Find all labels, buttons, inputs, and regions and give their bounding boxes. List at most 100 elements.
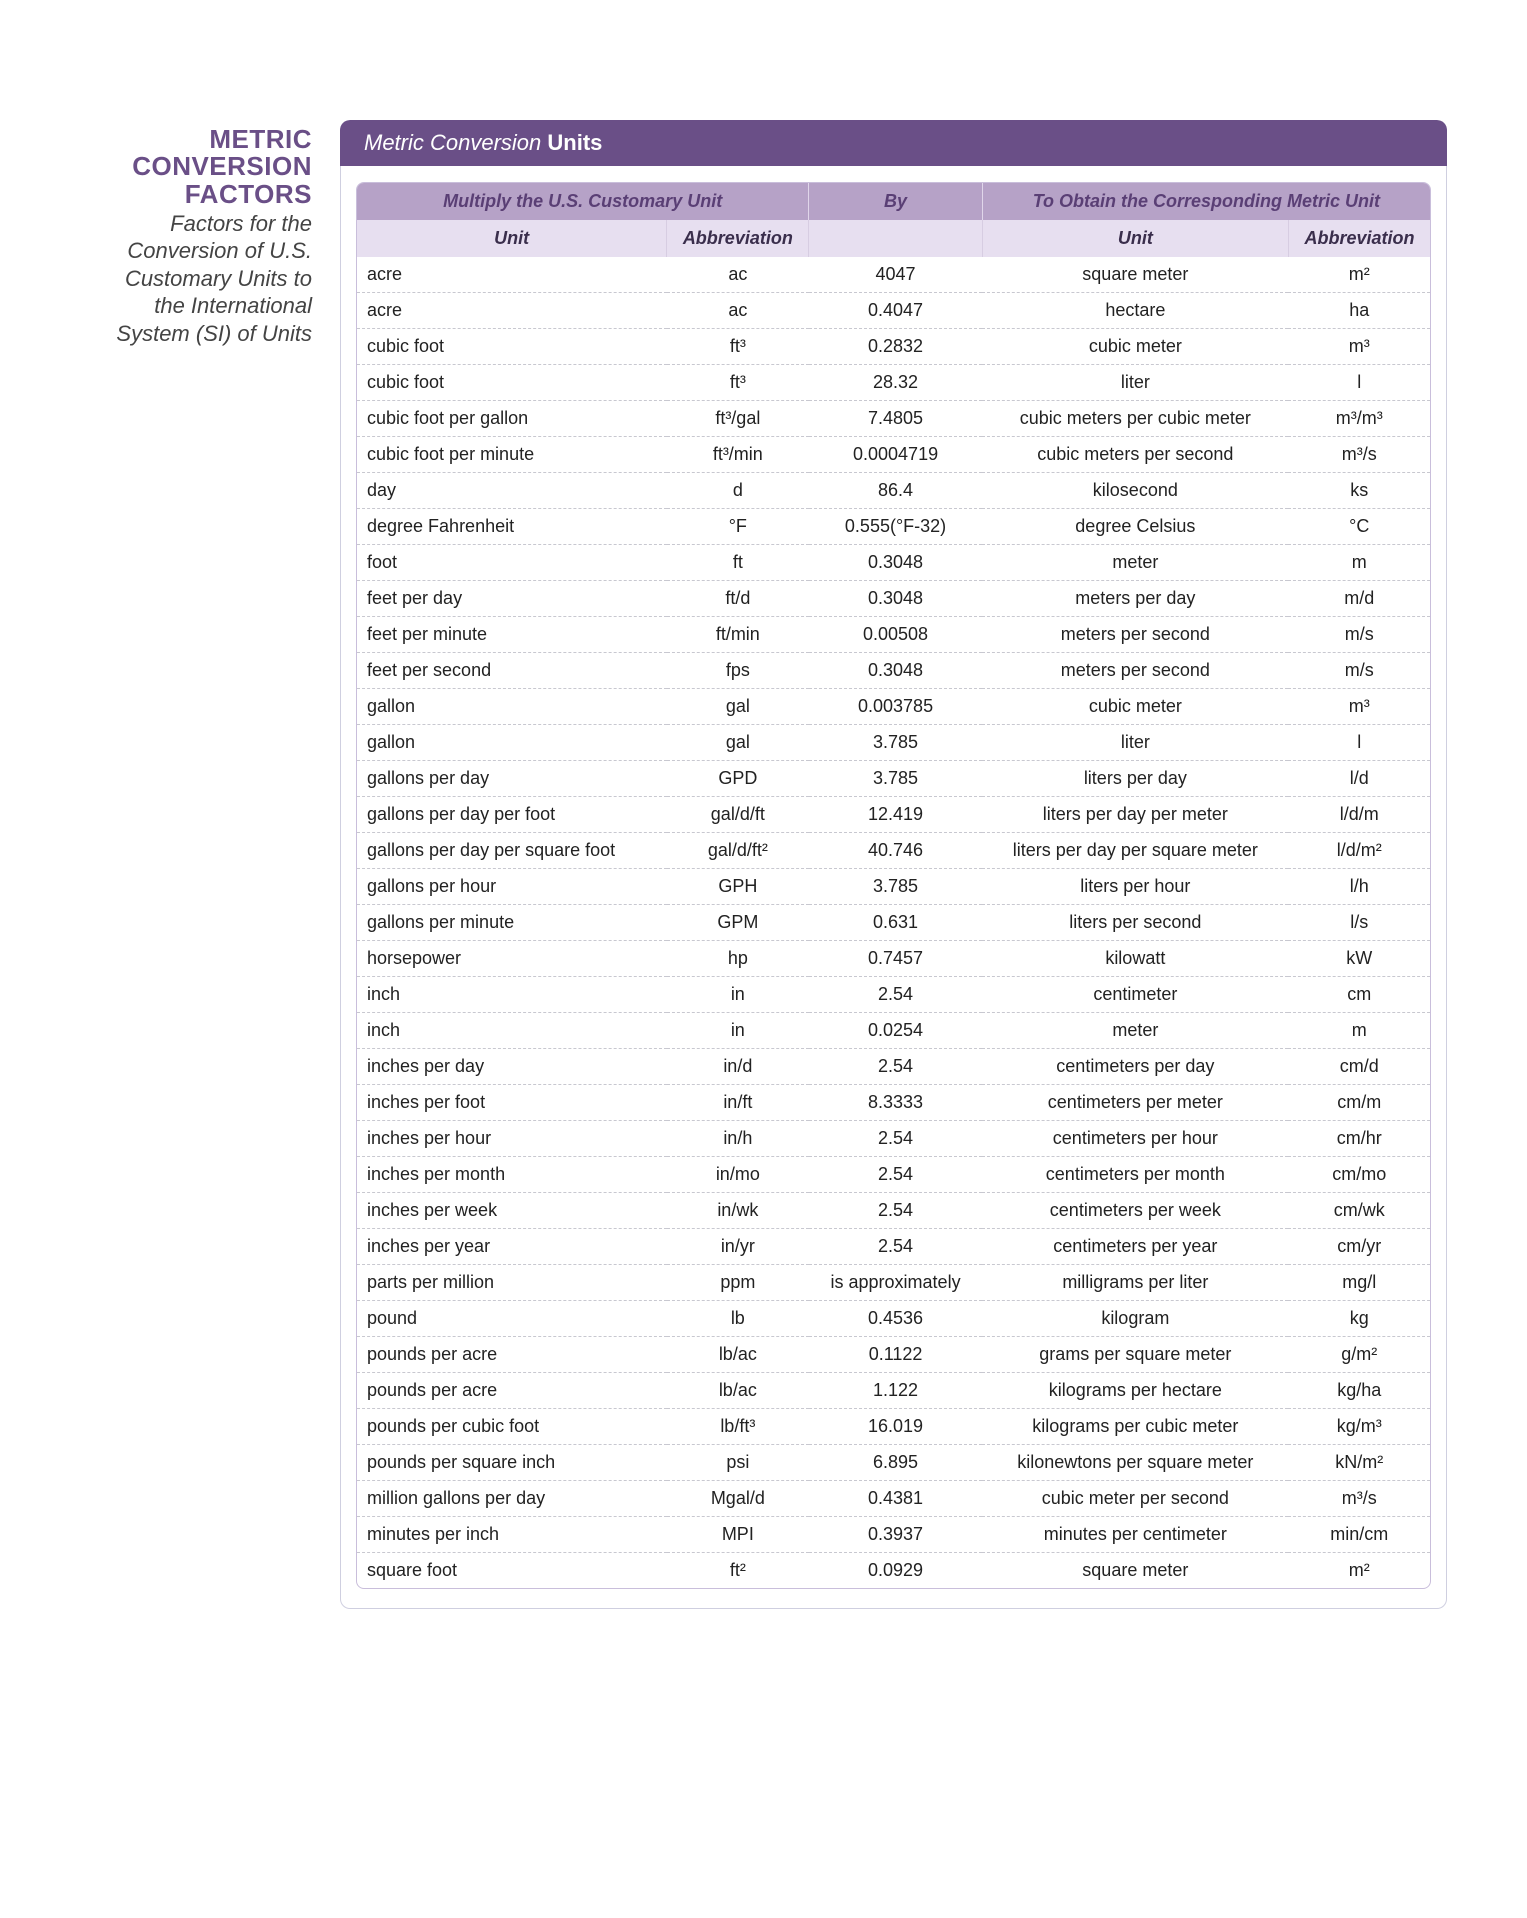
table-cell: in/h <box>667 1121 809 1157</box>
table-cell: parts per million <box>357 1265 667 1301</box>
table-row: acreac0.4047hectareha <box>357 293 1430 329</box>
table-row: inches per footin/ft8.3333centimeters pe… <box>357 1085 1430 1121</box>
table-row: inches per yearin/yr2.54centimeters per … <box>357 1229 1430 1265</box>
table-cell: kW <box>1288 941 1430 977</box>
table-cell: inches per day <box>357 1049 667 1085</box>
table-cell: horsepower <box>357 941 667 977</box>
table-cell: meter <box>982 1013 1288 1049</box>
table-cell: hectare <box>982 293 1288 329</box>
table-row: degree Fahrenheit°F0.555(°F-32)degree Ce… <box>357 509 1430 545</box>
table-cell: 16.019 <box>809 1409 982 1445</box>
table-cell: 6.895 <box>809 1445 982 1481</box>
table-cell: square meter <box>982 1553 1288 1589</box>
table-cell: kilonewtons per square meter <box>982 1445 1288 1481</box>
table-cell: cm/m <box>1288 1085 1430 1121</box>
table-row: inches per monthin/mo2.54centimeters per… <box>357 1157 1430 1193</box>
table-cell: 0.2832 <box>809 329 982 365</box>
table-row: pounds per cubic footlb/ft³16.019kilogra… <box>357 1409 1430 1445</box>
table-cell: gallons per minute <box>357 905 667 941</box>
table-cell: cm/wk <box>1288 1193 1430 1229</box>
table-cell: meters per second <box>982 653 1288 689</box>
table-cell: in <box>667 977 809 1013</box>
table-cell: GPM <box>667 905 809 941</box>
table-cell: in/mo <box>667 1157 809 1193</box>
table-sub-header-row: UnitAbbreviationUnitAbbreviation <box>357 220 1430 257</box>
table-cell: liter <box>982 365 1288 401</box>
table-cell: ppm <box>667 1265 809 1301</box>
table-cell: liters per hour <box>982 869 1288 905</box>
table-cell: 0.0929 <box>809 1553 982 1589</box>
table-row: gallons per hourGPH3.785liters per hourl… <box>357 869 1430 905</box>
table-row: inchin2.54centimetercm <box>357 977 1430 1013</box>
sub-header-cell: Abbreviation <box>1288 220 1430 257</box>
table-cell: gallons per day per foot <box>357 797 667 833</box>
table-cell: minutes per inch <box>357 1517 667 1553</box>
table-cell: 0.1122 <box>809 1337 982 1373</box>
table-cell: inches per week <box>357 1193 667 1229</box>
table-cell: 0.0254 <box>809 1013 982 1049</box>
table-row: cubic footft³0.2832cubic meterm³ <box>357 329 1430 365</box>
table-cell: liter <box>982 725 1288 761</box>
table-cell: minutes per centimeter <box>982 1517 1288 1553</box>
table-cell: 2.54 <box>809 977 982 1013</box>
table-row: dayd86.4kilosecondks <box>357 473 1430 509</box>
heading-line-2: CONVERSION <box>30 153 312 180</box>
table-cell: square meter <box>982 257 1288 293</box>
table-cell: cm/mo <box>1288 1157 1430 1193</box>
table-cell: 0.3048 <box>809 581 982 617</box>
table-cell: centimeter <box>982 977 1288 1013</box>
table-cell: ha <box>1288 293 1430 329</box>
table-cell: m <box>1288 545 1430 581</box>
table-cell: 3.785 <box>809 761 982 797</box>
table-cell: d <box>667 473 809 509</box>
table-cell: cubic meters per cubic meter <box>982 401 1288 437</box>
table-row: inches per dayin/d2.54centimeters per da… <box>357 1049 1430 1085</box>
table-cell: ks <box>1288 473 1430 509</box>
card-title-italic: Metric Conversion <box>364 130 541 155</box>
table-cell: centimeters per month <box>982 1157 1288 1193</box>
table-cell: kilograms per cubic meter <box>982 1409 1288 1445</box>
table-cell: pounds per acre <box>357 1373 667 1409</box>
table-cell: l/d/m² <box>1288 833 1430 869</box>
table-cell: 40.746 <box>809 833 982 869</box>
table-cell: acre <box>357 257 667 293</box>
table-row: gallongal3.785literl <box>357 725 1430 761</box>
table-cell: liters per day per square meter <box>982 833 1288 869</box>
table-cell: liters per day per meter <box>982 797 1288 833</box>
table-cell: 3.785 <box>809 869 982 905</box>
table-cell: 0.631 <box>809 905 982 941</box>
table-cell: hp <box>667 941 809 977</box>
table-cell: 0.003785 <box>809 689 982 725</box>
table-cell: l <box>1288 365 1430 401</box>
table-cell: pounds per square inch <box>357 1445 667 1481</box>
table-cell: cubic meter per second <box>982 1481 1288 1517</box>
table-cell: ft³ <box>667 365 809 401</box>
table-cell: mg/l <box>1288 1265 1430 1301</box>
table-cell: °F <box>667 509 809 545</box>
table-cell: liters per day <box>982 761 1288 797</box>
sub-header-cell: Unit <box>982 220 1288 257</box>
subtitle-line-1: Factors for the <box>30 210 312 238</box>
card-title: Metric Conversion Units <box>340 120 1447 166</box>
table-cell: gallon <box>357 725 667 761</box>
table-cell: inch <box>357 977 667 1013</box>
table-cell: 2.54 <box>809 1157 982 1193</box>
table-cell: lb/ac <box>667 1337 809 1373</box>
table-cell: 8.3333 <box>809 1085 982 1121</box>
sub-header-cell: Abbreviation <box>667 220 809 257</box>
table-row: gallons per day per footgal/d/ft12.419li… <box>357 797 1430 833</box>
table-cell: gal/d/ft² <box>667 833 809 869</box>
table-cell: centimeters per year <box>982 1229 1288 1265</box>
table-cell: cubic meter <box>982 689 1288 725</box>
table-box: Multiply the U.S. Customary UnitByTo Obt… <box>356 182 1431 1589</box>
table-cell: inch <box>357 1013 667 1049</box>
table-row: square footft²0.0929square meterm² <box>357 1553 1430 1589</box>
table-cell: 0.0004719 <box>809 437 982 473</box>
table-cell: m³ <box>1288 329 1430 365</box>
table-row: gallons per dayGPD3.785liters per dayl/d <box>357 761 1430 797</box>
subtitle-line-3: Customary Units to <box>30 265 312 293</box>
table-cell: 0.3048 <box>809 653 982 689</box>
table-cell: liters per second <box>982 905 1288 941</box>
table-cell: m² <box>1288 1553 1430 1589</box>
table-cell: gallons per day <box>357 761 667 797</box>
